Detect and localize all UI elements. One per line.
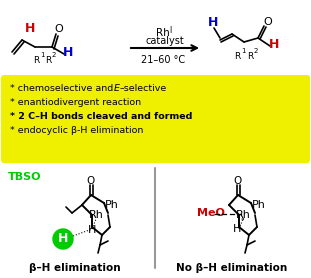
Text: H: H [208, 16, 218, 29]
Text: * chemoselective and: * chemoselective and [10, 83, 116, 93]
Text: H: H [63, 46, 73, 58]
Circle shape [53, 229, 73, 249]
Text: 2: 2 [254, 48, 258, 54]
Text: 1: 1 [241, 48, 245, 54]
Text: R: R [247, 51, 253, 61]
Text: Rh: Rh [89, 210, 104, 220]
Text: R: R [234, 51, 240, 61]
Text: H: H [233, 224, 241, 234]
Text: H: H [58, 232, 68, 245]
Text: catalyst: catalyst [146, 36, 184, 46]
Text: O: O [87, 176, 95, 186]
Text: H: H [25, 21, 35, 34]
Text: * enantiodivergent reaction: * enantiodivergent reaction [10, 98, 141, 106]
Text: 2: 2 [52, 52, 56, 58]
Text: 1: 1 [40, 52, 44, 58]
Text: TBSO: TBSO [8, 172, 41, 182]
Text: H: H [88, 225, 96, 235]
Text: Rh: Rh [235, 210, 250, 220]
Text: I: I [169, 26, 171, 34]
Text: R: R [45, 56, 51, 64]
Text: β–H elimination: β–H elimination [29, 263, 121, 273]
FancyBboxPatch shape [1, 75, 310, 163]
Text: O: O [264, 17, 272, 27]
Text: O: O [55, 24, 63, 34]
Text: H: H [269, 38, 279, 51]
Text: 21–60 °C: 21–60 °C [141, 55, 185, 65]
Text: No β–H elimination: No β–H elimination [176, 263, 288, 273]
Text: Ph: Ph [252, 200, 266, 210]
Text: Ph: Ph [105, 200, 119, 210]
Text: Rh: Rh [156, 28, 170, 38]
Text: * 2 C–H bonds cleaved and formed: * 2 C–H bonds cleaved and formed [10, 111, 193, 120]
Text: * endocyclic β-H elimination: * endocyclic β-H elimination [10, 125, 143, 135]
Text: R: R [33, 56, 39, 64]
Text: –selective: –selective [120, 83, 167, 93]
Text: O: O [234, 176, 242, 186]
Text: MeO: MeO [197, 208, 225, 218]
Text: E: E [114, 83, 120, 93]
Text: '': '' [240, 218, 244, 227]
